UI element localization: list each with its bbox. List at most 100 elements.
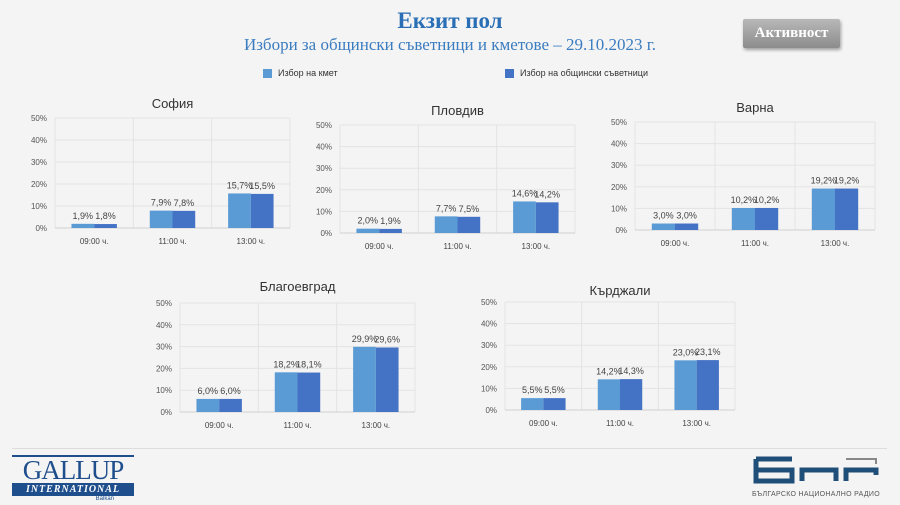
y-tick-label: 30% [316,164,332,173]
bar [219,398,242,412]
data-label: 3,0% [653,211,674,221]
data-label: 1,9% [73,211,94,221]
bar [457,216,481,233]
bar [434,216,458,233]
bar [196,398,220,412]
data-label: 7,5% [459,204,480,214]
bar [356,228,380,233]
x-tick-label: 11:00 ч. [741,239,769,248]
data-label: 14,2% [534,189,560,199]
chart-title: Кърджали [590,283,651,298]
data-label: 5,5% [522,385,543,395]
bar [94,224,117,228]
bar [811,188,835,230]
bar [228,193,251,228]
y-tick-label: 10% [611,204,627,213]
y-tick-label: 0% [485,406,497,415]
y-tick-label: 50% [31,114,47,123]
data-label: 10,2% [731,195,757,205]
data-label: 18,2% [273,359,299,369]
bar [379,228,402,233]
footer-divider [12,448,887,449]
data-label: 6,0% [198,386,219,396]
x-tick-label: 11:00 ч. [158,237,186,246]
y-tick-label: 10% [156,386,172,395]
bar [597,379,620,410]
data-label: 7,9% [151,198,172,208]
x-tick-label: 09:00 ч. [80,237,109,246]
x-tick-label: 09:00 ч. [365,242,394,251]
data-label: 19,2% [811,176,837,186]
bar [651,223,675,230]
data-label: 15,7% [227,180,253,190]
y-tick-label: 40% [31,136,47,145]
y-tick-label: 50% [611,118,627,127]
legend-swatch [263,68,272,78]
data-label: 7,7% [436,203,457,213]
data-label: 1,8% [95,211,116,221]
data-label: 5,5% [544,385,565,395]
chart-title: Благоевград [260,279,336,294]
x-tick-label: 11:00 ч. [443,242,471,251]
bar [521,398,544,410]
data-label: 6,0% [220,386,241,396]
x-tick-label: 13:00 ч. [237,237,266,246]
bar [353,346,376,412]
y-tick-label: 10% [316,207,332,216]
bar [250,193,274,228]
x-tick-label: 09:00 ч. [661,239,690,248]
x-tick-label: 09:00 ч. [529,419,558,428]
legend-swatch [505,68,514,78]
x-tick-label: 11:00 ч. [606,419,634,428]
data-label: 29,6% [374,334,400,344]
bar [274,372,298,412]
y-tick-label: 30% [156,343,172,352]
bar [297,372,321,412]
chart-title: София [152,96,194,111]
chart-title: Пловдив [431,103,484,118]
data-label: 23,0% [673,347,699,357]
bar [731,207,755,230]
y-tick-label: 0% [320,229,332,238]
data-label: 23,1% [695,347,721,357]
data-label: 29,9% [352,334,378,344]
bar [172,210,196,228]
data-label: 3,0% [676,211,697,221]
data-label: 14,6% [512,188,538,198]
data-label: 14,2% [596,366,622,376]
y-tick-label: 0% [615,226,627,235]
y-tick-label: 10% [31,202,47,211]
y-tick-label: 20% [611,183,627,192]
data-label: 15,5% [249,181,275,191]
y-tick-label: 0% [35,224,47,233]
bar [675,223,699,230]
y-tick-label: 30% [31,158,47,167]
chart-title: Варна [736,100,774,115]
activity-button[interactable]: Активност [743,19,840,48]
x-tick-label: 09:00 ч. [205,421,234,430]
bar [755,207,779,230]
data-label: 18,1% [296,360,322,370]
y-tick-label: 40% [611,140,627,149]
bar [696,360,719,410]
page-subtitle: Избори за общински съветници и кметове –… [243,35,657,54]
y-tick-label: 40% [481,320,497,329]
bar [835,188,859,230]
y-tick-label: 40% [316,143,332,152]
data-label: 7,8% [174,198,195,208]
y-tick-label: 50% [481,298,497,307]
data-label: 14,3% [618,366,644,376]
x-tick-label: 13:00 ч. [522,242,551,251]
bar [674,360,697,410]
gallup-logo: GALLUP INTERNATIONAL Balkan [12,455,134,502]
legend-label: Избор на кмет [278,68,338,78]
legend-item-council: Избор на общински съветници [505,68,648,78]
data-label: 1,9% [380,216,401,226]
bar [71,223,95,228]
y-tick-label: 50% [156,299,172,308]
data-label: 10,2% [754,195,780,205]
x-tick-label: 13:00 ч. [821,239,850,248]
y-tick-label: 40% [156,321,172,330]
x-tick-label: 13:00 ч. [362,421,391,430]
